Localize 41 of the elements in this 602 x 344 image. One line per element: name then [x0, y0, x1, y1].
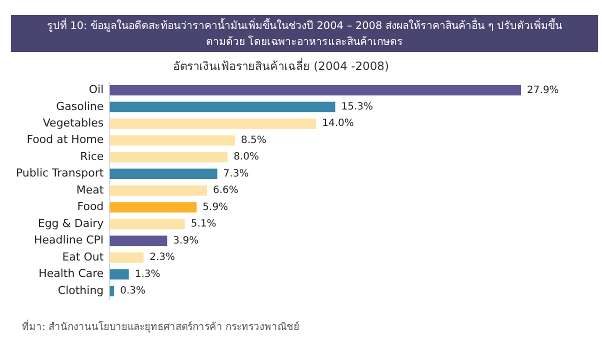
bar — [110, 84, 522, 96]
y-tick-label: Gasoline — [56, 100, 104, 113]
bar — [110, 102, 336, 112]
text: ที่มา: สำนักงานนโยบายและยุทธศาสตร์การค้า กระทรวงพาณิชย์ — [22, 319, 300, 334]
y-tick-label: Food — [77, 200, 104, 214]
y-tick-label: Meat — [76, 183, 104, 196]
y-tick-label: Eat Out — [62, 250, 104, 264]
bar — [110, 252, 144, 263]
data-label: 27.9% — [527, 84, 559, 96]
bar — [110, 185, 207, 196]
data-label: 8.0% — [234, 152, 260, 163]
data-label: 2.3% — [150, 252, 175, 264]
data-label: 7.3% — [223, 168, 249, 180]
data-label: 14.0% — [322, 118, 354, 130]
data-label: 8.5% — [240, 134, 266, 146]
chart-title: รูปที่ 10: ข้อมูลในอดีตสะท้อนว่าราคาน้ำมันเพิ่มขึ้นในช่วงปี 2004 – 2008 ส่งผลให้ราคาสินค้าอื่น ๆ ปรับตัวเพิ่มขึ้นตามด้วย โดยเฉพาะอาหารและสินค้าเกษตร — [11, 15, 598, 52]
y-tick-label: Health Care — [38, 267, 104, 280]
y-tick-label: Clothing — [58, 284, 104, 297]
bar — [110, 118, 316, 129]
y-tick-label: Public Transport — [16, 166, 104, 180]
y-tick-label: Headline CPI — [34, 234, 104, 247]
data-label: 15.3% — [341, 102, 374, 112]
y-tick-label: Food at Home — [26, 133, 104, 146]
data-label: 0.3% — [120, 286, 146, 297]
bar — [110, 269, 129, 280]
bar — [110, 218, 185, 230]
bar — [110, 152, 228, 162]
chart-subtitle: อัตราเงินเฟ้อรายสินค้าเฉลี่ย (2004 -2008) — [173, 58, 389, 73]
y-tick-label: Vegetables — [42, 116, 104, 130]
bar — [110, 202, 197, 213]
bar — [110, 168, 218, 180]
data-label: 3.9% — [173, 235, 199, 246]
bar — [110, 236, 168, 246]
data-label: 5.1% — [190, 218, 216, 230]
y-tick-label: Rice — [80, 150, 104, 163]
y-tick-label: Oil — [88, 83, 104, 96]
data-label: 5.9% — [202, 202, 228, 213]
data-label: 6.6% — [212, 185, 238, 196]
bar — [110, 135, 235, 146]
y-tick-label: Egg & Dairy — [38, 216, 104, 230]
data-label: 1.3% — [134, 268, 160, 280]
